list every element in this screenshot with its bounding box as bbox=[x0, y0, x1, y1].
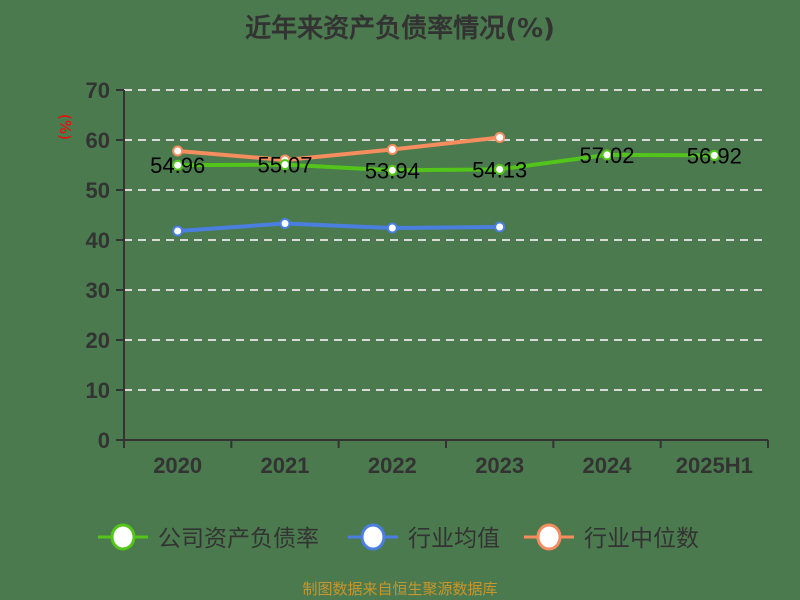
x-tick-label: 2022 bbox=[368, 453, 417, 478]
y-tick-label: 50 bbox=[86, 178, 110, 203]
series-line bbox=[177, 135, 500, 162]
x-tick-label: 2025H1 bbox=[676, 453, 753, 478]
data-point bbox=[386, 144, 398, 155]
chart-title: 近年来资产负债率情况(%) bbox=[245, 14, 555, 44]
y-axis-label: (%) bbox=[56, 114, 74, 140]
data-point bbox=[172, 145, 184, 157]
series-line bbox=[177, 221, 500, 233]
series-line bbox=[177, 152, 715, 173]
x-tick-label: 2024 bbox=[583, 453, 633, 478]
data-point bbox=[386, 222, 398, 234]
data-label: 57.02 bbox=[579, 143, 634, 168]
legend-marker bbox=[536, 523, 562, 551]
data-point bbox=[494, 221, 506, 233]
data-point bbox=[279, 218, 291, 229]
y-tick-label: 40 bbox=[86, 228, 110, 253]
data-point bbox=[708, 149, 720, 161]
y-tick-label: 10 bbox=[86, 378, 110, 403]
x-tick-label: 2023 bbox=[475, 453, 524, 478]
data-source-note: 制图数据来自恒生聚源数据库 bbox=[302, 580, 498, 598]
y-tick-label: 70 bbox=[86, 78, 110, 103]
y-tick-label: 20 bbox=[86, 328, 110, 353]
legend-label: 行业均值 bbox=[408, 526, 500, 552]
legend-label: 公司资产负债率 bbox=[158, 526, 319, 552]
data-point bbox=[601, 149, 613, 161]
data-point bbox=[494, 132, 506, 143]
legend-marker bbox=[110, 523, 136, 551]
data-label: 54.13 bbox=[472, 157, 527, 182]
data-label: 53.94 bbox=[365, 158, 420, 183]
data-point bbox=[172, 225, 184, 237]
data-label: 55.07 bbox=[257, 153, 312, 178]
data-point bbox=[279, 159, 291, 171]
x-tick-label: 2021 bbox=[261, 453, 310, 478]
data-label: 56.92 bbox=[687, 143, 742, 168]
data-point bbox=[172, 159, 184, 171]
y-tick-label: 0 bbox=[98, 428, 110, 453]
y-tick-label: 60 bbox=[86, 128, 110, 153]
data-label: 54.96 bbox=[150, 153, 205, 178]
legend-label: 行业中位数 bbox=[584, 526, 699, 552]
x-tick-label: 2020 bbox=[153, 453, 202, 478]
data-point bbox=[494, 163, 506, 175]
data-point bbox=[386, 164, 398, 176]
legend-marker bbox=[360, 523, 386, 551]
y-tick-label: 30 bbox=[86, 278, 110, 303]
